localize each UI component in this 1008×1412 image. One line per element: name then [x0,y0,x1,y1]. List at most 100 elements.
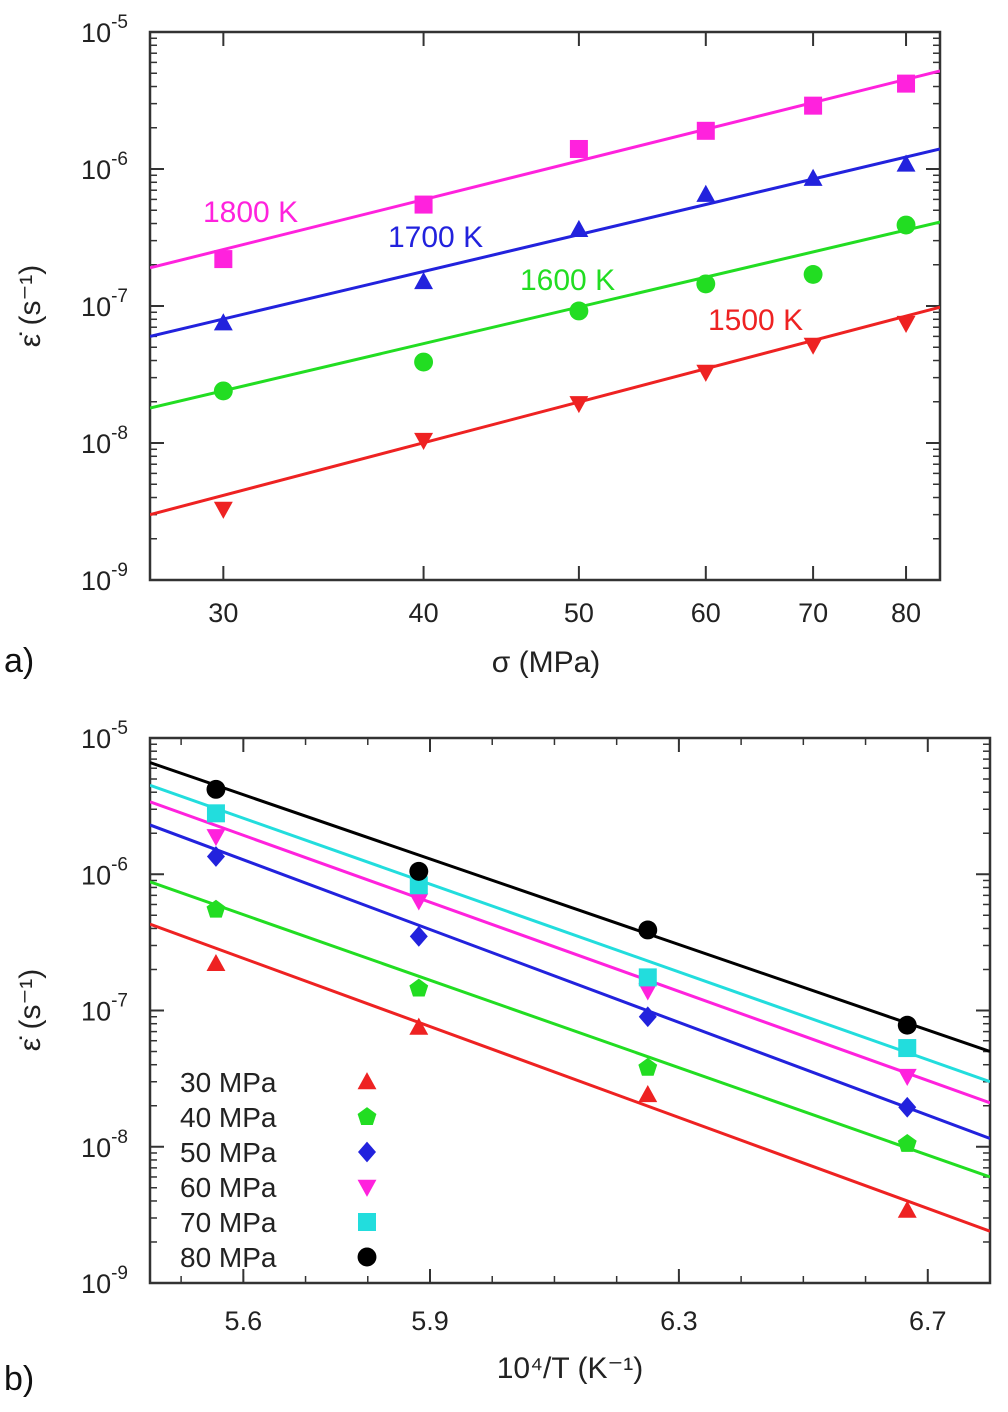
panel-label: a) [4,642,34,680]
series-1700-k [150,147,940,338]
data-point [696,184,716,202]
legend-label: 80 MPa [180,1242,277,1273]
data-point [896,315,916,334]
y-tick-exponent: -5 [111,12,128,33]
y-tick-mantissa: 10 [81,292,111,322]
y-axis-title: ε̇ (s⁻¹) [14,969,47,1052]
series-50-mpa [150,823,990,1140]
data-point [414,432,434,450]
legend-marker [357,1072,377,1090]
y-tick-exponent: -9 [111,560,128,581]
y-tick-label: 10-5 [81,12,128,48]
data-point [638,1085,658,1103]
data-point [897,74,916,93]
y-tick-label: 10-8 [81,1127,128,1163]
series-1500-k [150,305,940,519]
panel-label: b) [4,1360,34,1398]
y-tick-label: 10-9 [81,1263,128,1299]
data-point [409,893,429,911]
data-point [569,301,589,321]
y-tick-mantissa: 10 [81,997,111,1027]
y-tick-label: 10-6 [81,854,128,890]
x-axis-title: 10⁴/T (K⁻¹) [497,1352,644,1385]
data-point [414,352,434,372]
data-point [898,1039,917,1058]
data-point [638,920,658,940]
legend-label: 50 MPa [180,1137,277,1168]
data-point [896,154,916,172]
y-tick-exponent: -7 [111,286,128,307]
data-point [213,501,233,519]
data-point [206,953,226,972]
legend-label: 30 MPa [180,1067,277,1098]
series-label: 1600 K [520,264,615,297]
data-point [897,1133,917,1152]
data-point [206,829,226,847]
data-point [569,396,589,414]
y-tick-mantissa: 10 [81,429,111,459]
fit-line [150,761,990,1053]
data-point [638,1057,658,1076]
fit-line [150,880,990,1179]
x-tick-label: 50 [564,598,594,628]
data-point [206,804,225,823]
data-point [897,1068,917,1087]
data-point [414,271,434,290]
x-tick-label: 5.6 [225,1306,263,1336]
y-axis-title: ε̇ (s⁻¹) [14,265,47,348]
series-60-mpa [150,800,990,1105]
x-axis-title: σ (MPa) [492,646,601,679]
data-point [569,219,589,237]
x-tick-label: 40 [409,598,439,628]
data-point [414,195,433,214]
x-tick-label: 5.9 [411,1306,449,1336]
y-tick-label: 10-7 [81,286,128,322]
legend-label: 40 MPa [180,1102,277,1133]
y-tick-mantissa: 10 [81,724,111,754]
data-point [206,846,225,867]
data-point [898,1096,917,1118]
fit-line [150,783,990,1084]
y-tick-label: 10-9 [81,560,128,596]
legend-label: 70 MPa [180,1207,277,1238]
data-point [897,1015,917,1035]
series-1800-k [150,69,940,270]
data-point [569,139,588,158]
series-80-mpa [150,761,990,1053]
legend-marker [357,1247,377,1267]
data-point [804,96,823,115]
x-tick-label: 70 [798,598,828,628]
series-70-mpa [150,783,990,1084]
y-tick-exponent: -7 [111,991,128,1012]
series-30-mpa [150,922,990,1233]
x-tick-label: 6.3 [660,1306,698,1336]
data-point [409,978,429,997]
data-point [213,313,233,331]
fit-line [150,922,990,1233]
data-point [206,899,226,918]
data-point [409,1017,429,1035]
legend-marker [357,1179,377,1197]
data-point [696,364,716,382]
data-point [803,264,823,284]
y-tick-mantissa: 10 [81,860,111,890]
x-tick-label: 30 [208,598,238,628]
legend-marker [358,1141,376,1163]
data-point [206,779,226,799]
y-tick-label: 10-6 [81,149,128,185]
series-label: 1500 K [708,304,803,337]
series-40-mpa [150,880,990,1179]
fit-line [150,823,990,1140]
legend-marker [357,1107,377,1126]
y-tick-mantissa: 10 [81,1269,111,1299]
y-tick-label: 10-7 [81,991,128,1027]
y-tick-mantissa: 10 [81,155,111,185]
y-tick-mantissa: 10 [81,1133,111,1163]
x-tick-label: 80 [891,598,921,628]
data-point [696,274,716,294]
data-point [409,861,429,881]
y-tick-exponent: -6 [111,149,128,170]
y-tick-exponent: -5 [111,718,128,739]
y-tick-exponent: -6 [111,854,128,875]
